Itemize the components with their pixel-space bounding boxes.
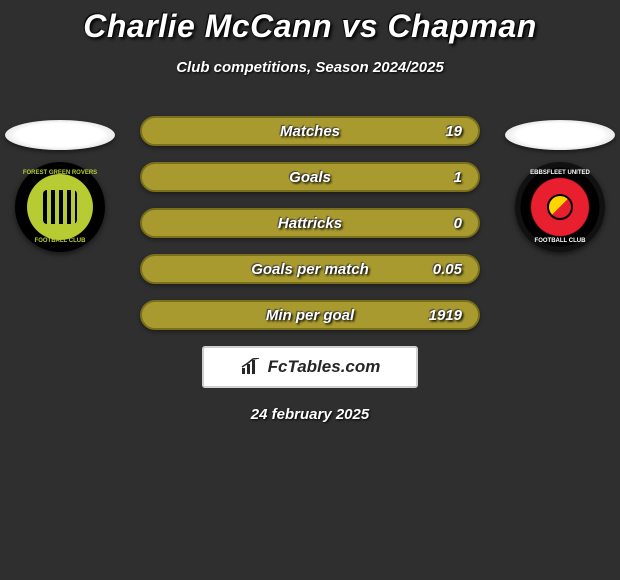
badge-left-text-bottom: FOOTBALL CLUB [18,238,102,244]
badge-left-stripes-icon [43,190,77,224]
badge-left-text-top: FOREST GREEN ROVERS [18,170,102,176]
stat-value: 1 [454,169,462,186]
stat-value: 1919 [429,307,462,324]
stat-value: 0.05 [433,261,462,278]
badge-right-text-bottom: FOOTBALL CLUB [518,238,602,244]
badge-right-text-top: EBBSFLEET UNITED [518,170,602,176]
stat-label: Matches [280,123,340,140]
badge-right-ball-icon [547,194,574,221]
player-right-block: EBBSFLEET UNITED FOOTBALL CLUB [500,120,620,252]
date-text: 24 february 2025 [0,406,620,423]
subtitle: Club competitions, Season 2024/2025 [0,59,620,76]
stat-row-min-per-goal: Min per goal 1919 [140,300,480,330]
player-left-block: FOREST GREEN ROVERS FOOTBALL CLUB [0,120,120,252]
stat-row-goals: Goals 1 [140,162,480,192]
stat-row-matches: Matches 19 [140,116,480,146]
stat-label: Goals [289,169,331,186]
stat-value: 19 [445,123,462,140]
page-title: Charlie McCann vs Chapman [0,0,620,45]
stat-label: Min per goal [266,307,354,324]
club-badge-right: EBBSFLEET UNITED FOOTBALL CLUB [515,162,605,252]
bar-chart-icon [240,358,262,376]
footer-logo[interactable]: FcTables.com [202,346,418,388]
stat-row-goals-per-match: Goals per match 0.05 [140,254,480,284]
stat-value: 0 [454,215,462,232]
stat-label: Hattricks [278,215,342,232]
player-left-avatar-placeholder [5,120,115,150]
player-right-avatar-placeholder [505,120,615,150]
stat-row-hattricks: Hattricks 0 [140,208,480,238]
club-badge-left: FOREST GREEN ROVERS FOOTBALL CLUB [15,162,105,252]
stat-label: Goals per match [251,261,369,278]
footer-logo-text: FcTables.com [268,357,381,377]
